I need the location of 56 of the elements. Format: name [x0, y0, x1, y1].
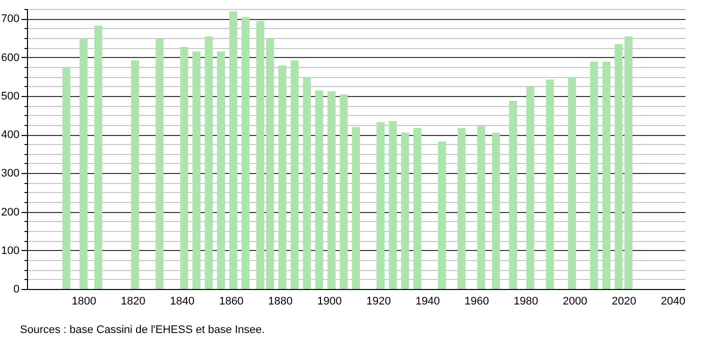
y-tick-label: 200	[1, 206, 20, 218]
y-tick-label: 500	[1, 90, 20, 102]
bar	[590, 62, 598, 289]
x-tick-label: 1980	[514, 296, 538, 308]
bar	[242, 17, 250, 289]
bar	[80, 38, 88, 289]
bar	[526, 86, 534, 289]
x-tick-label: 1900	[317, 296, 342, 308]
bar	[217, 51, 225, 289]
x-tick-label: 1860	[219, 296, 244, 308]
bar	[302, 77, 311, 289]
y-tick-label: 400	[1, 129, 20, 142]
bar	[327, 91, 336, 289]
bar	[229, 11, 238, 289]
x-tick-label: 2000	[562, 296, 588, 308]
bar	[180, 46, 188, 289]
bar	[204, 36, 213, 289]
bar	[278, 65, 286, 289]
bar	[388, 121, 397, 289]
bar	[192, 51, 200, 289]
y-tick-label: 600	[1, 52, 20, 64]
x-tick-label: 1800	[72, 296, 96, 308]
bar	[509, 100, 518, 289]
bar	[546, 80, 554, 289]
bar	[568, 76, 576, 289]
y-tick-label: 300	[1, 168, 20, 180]
bar	[340, 94, 348, 289]
y-tick-label: 700	[1, 13, 20, 26]
bar	[94, 26, 102, 289]
x-tick-label: 1840	[170, 296, 194, 308]
x-tick-label: 2040	[660, 296, 686, 308]
bar	[602, 62, 610, 289]
x-tick-label: 1940	[415, 296, 440, 308]
bar	[477, 126, 486, 289]
source-note: Sources : base Cassini de l'EHESS et base Insee.	[20, 324, 266, 336]
x-tick-label: 1960	[464, 296, 490, 308]
bar	[614, 44, 623, 289]
x-tick-label: 1920	[366, 296, 391, 308]
x-tick-label: 1880	[268, 296, 293, 308]
bar	[492, 132, 500, 289]
x-tick-label: 2020	[612, 296, 636, 308]
bar	[156, 38, 164, 289]
bar	[458, 128, 466, 289]
x-tick-label: 1820	[120, 296, 146, 308]
bar	[401, 132, 410, 289]
bar	[62, 68, 70, 289]
bar	[315, 90, 324, 289]
bar	[413, 128, 422, 289]
bar	[290, 60, 299, 289]
y-tick-label: 100	[1, 244, 20, 257]
bar	[438, 141, 446, 289]
bar	[131, 60, 140, 289]
bar	[624, 36, 632, 289]
bar	[352, 127, 360, 289]
bar	[376, 122, 385, 289]
y-tick-label: 0	[13, 284, 20, 296]
